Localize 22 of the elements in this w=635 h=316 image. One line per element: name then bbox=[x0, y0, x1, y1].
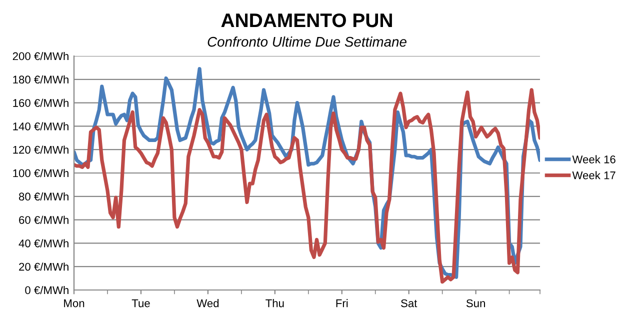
y-tick-label: 200 €/MWh bbox=[12, 52, 68, 60]
y-tick-label: 100 €/MWh bbox=[13, 168, 68, 178]
x-tick-label: Sat bbox=[401, 299, 418, 308]
chart-subtitle: Confronto Ultime Due Settimane bbox=[208, 36, 406, 47]
y-tick-label: 160 €/MWh bbox=[13, 98, 68, 107]
x-tick-label: Tue bbox=[132, 299, 150, 308]
y-tick-label: 120 €/MWh bbox=[13, 146, 68, 154]
x-tick-label: Fri bbox=[336, 299, 348, 308]
y-tick-label: 60 €/MWh bbox=[19, 216, 68, 224]
y-tick-label: 140 €/MWh bbox=[13, 122, 68, 130]
legend-label: Week 16 bbox=[572, 155, 616, 164]
y-tick-label: 20 €/MWh bbox=[19, 262, 68, 271]
legend-label: Week 17 bbox=[572, 171, 616, 180]
y-tick-label: 80 €/MWh bbox=[18, 192, 68, 201]
x-tick-label: Wed bbox=[196, 299, 219, 308]
y-tick-label: 180 €/MWh bbox=[13, 75, 68, 84]
y-tick-label: 40 €/MWh bbox=[18, 239, 68, 248]
chart-title: ANDAMENTO PUN bbox=[221, 13, 392, 28]
x-tick-label: Sun bbox=[466, 299, 485, 308]
x-tick-label: Mon bbox=[64, 299, 84, 308]
x-tick-label: Thu bbox=[266, 299, 284, 308]
y-tick-label: 0 €/MWh bbox=[25, 286, 68, 294]
